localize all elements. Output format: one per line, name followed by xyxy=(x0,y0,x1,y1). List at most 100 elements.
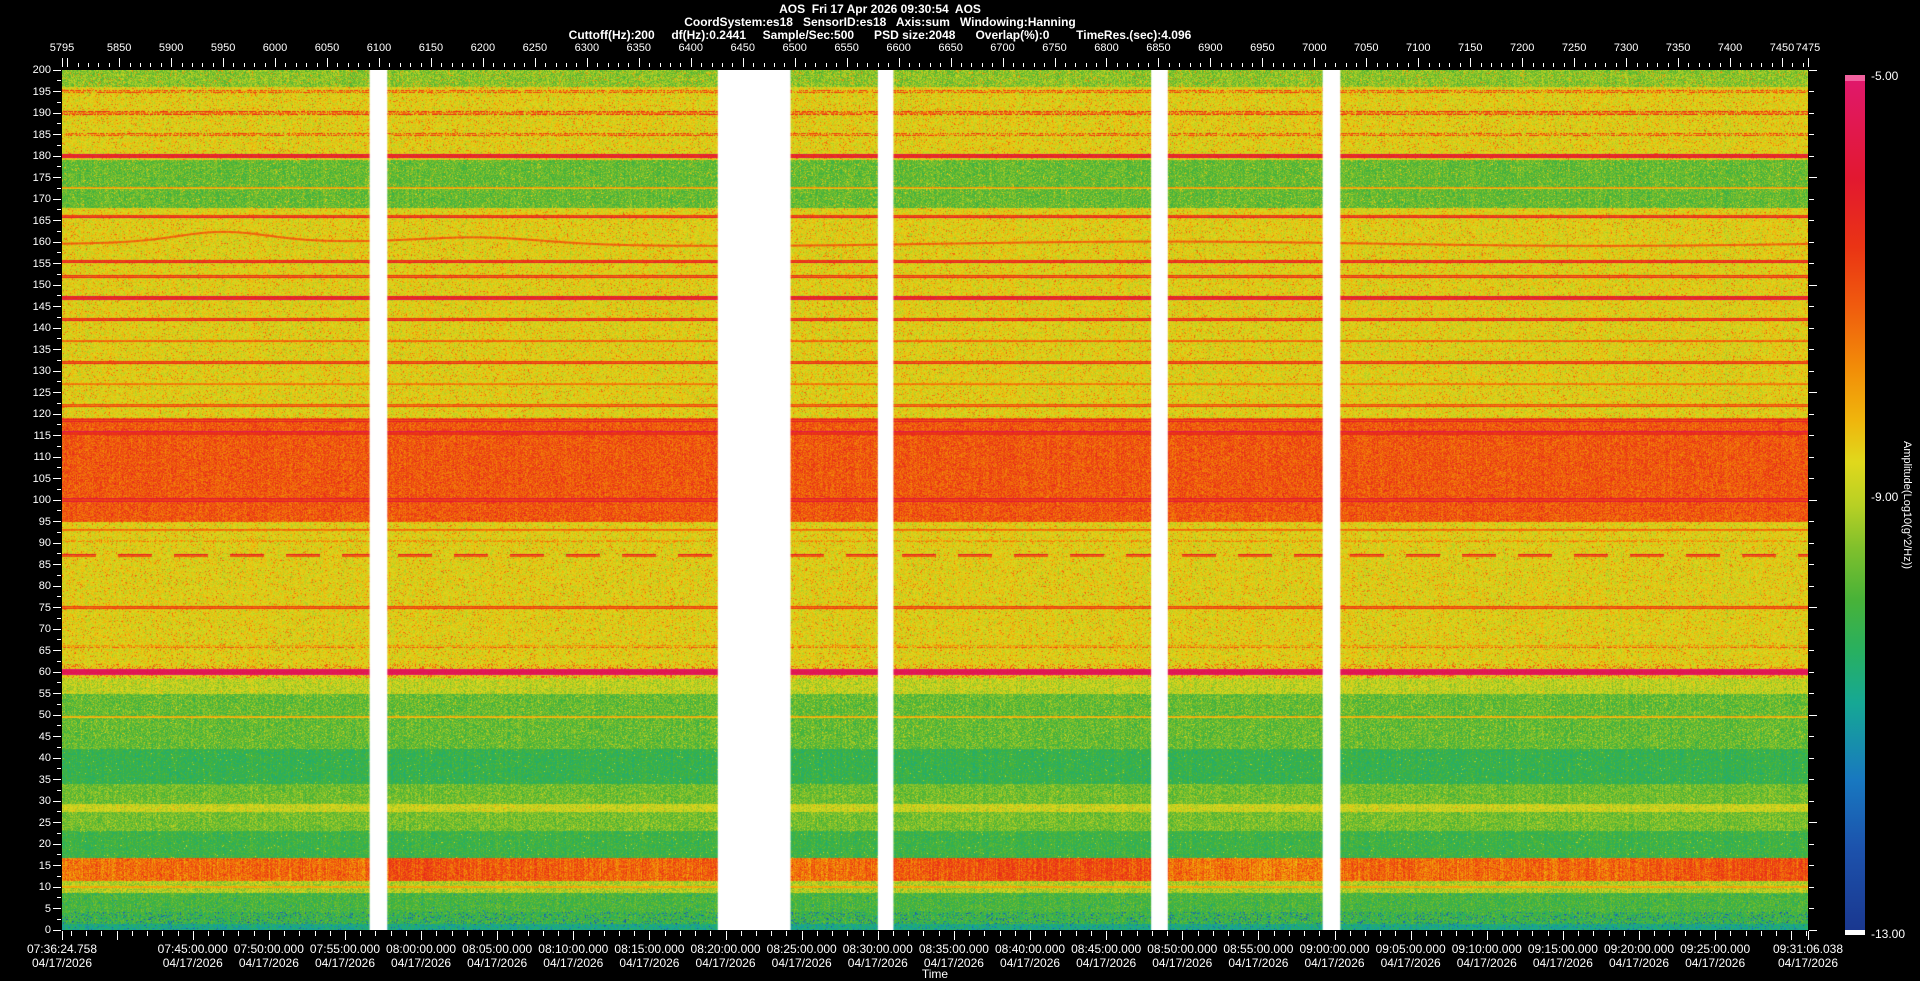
frequency-axis-label: 110 xyxy=(33,451,51,463)
top-axis-tick xyxy=(888,63,890,67)
time-axis-tick xyxy=(1441,931,1443,936)
top-axis-tick xyxy=(462,63,464,67)
time-axis-tick xyxy=(558,931,560,936)
right-axis-tick xyxy=(1809,263,1814,264)
frequency-axis-tick xyxy=(57,144,61,146)
frequency-axis-tick xyxy=(57,553,61,555)
time-tick-time: 08:20:00.000 xyxy=(690,942,761,956)
frequency-axis-tick xyxy=(53,349,61,350)
frequency-axis-tick xyxy=(53,263,61,264)
frequency-axis-label: 145 xyxy=(32,300,51,313)
time-axis-tick xyxy=(1045,931,1047,936)
time-axis-tick xyxy=(603,931,605,936)
time-tick-date: 04/17/2026 xyxy=(467,956,528,970)
colorbar-min-label: -13.00 xyxy=(1871,927,1906,941)
top-axis-tick xyxy=(1075,63,1077,67)
right-axis-tick xyxy=(1809,177,1817,178)
time-axis-tick xyxy=(162,931,164,936)
right-axis-tick xyxy=(1809,69,1817,71)
top-axis-tick xyxy=(1272,63,1274,67)
top-axis-tick xyxy=(1303,63,1305,67)
time-axis-tick xyxy=(938,931,940,936)
time-axis-tick xyxy=(86,931,88,936)
time-tick-time: 08:35:00.000 xyxy=(918,942,989,956)
top-axis-label: 6550 xyxy=(834,42,859,54)
top-axis-label: 6150 xyxy=(418,42,444,54)
frequency-axis-label: 140 xyxy=(32,322,51,334)
time-axis-tick xyxy=(786,931,788,936)
top-axis-tick xyxy=(721,63,723,67)
time-axis-tick xyxy=(436,931,438,936)
top-axis-tick xyxy=(618,63,620,67)
right-axis-tick xyxy=(1809,91,1814,92)
time-axis-tick xyxy=(207,931,209,936)
frequency-axis-tick xyxy=(57,918,61,920)
right-axis-tick xyxy=(1809,134,1814,135)
time-axis-tick xyxy=(634,931,636,936)
right-axis-tick xyxy=(1809,349,1814,350)
time-axis-tick xyxy=(1456,931,1458,936)
frequency-axis-label: 55 xyxy=(38,687,51,700)
top-axis-tick xyxy=(1501,63,1503,67)
colorbar-top-cap xyxy=(1845,75,1865,81)
spectrogram-canvas[interactable] xyxy=(62,70,1808,930)
frequency-axis-tick xyxy=(57,402,61,404)
frequency-axis-label: 150 xyxy=(32,279,51,291)
frequency-axis-label: 195 xyxy=(32,85,51,98)
right-axis-tick xyxy=(1809,650,1814,651)
time-axis-tick xyxy=(816,931,818,936)
time-axis-tick xyxy=(1319,931,1321,936)
time-tick-date: 04/17/2026 xyxy=(695,956,756,970)
top-axis-tick xyxy=(212,63,214,67)
time-axis-tick xyxy=(1197,931,1199,936)
top-axis-tick xyxy=(62,58,63,67)
top-axis-tick xyxy=(1168,63,1170,67)
frequency-axis-tick xyxy=(57,166,61,168)
top-axis-tick xyxy=(638,58,640,67)
time-axis-tick xyxy=(725,931,727,940)
time-axis-tick xyxy=(1715,931,1717,940)
top-axis-tick xyxy=(1096,63,1098,67)
time-tick-time: 09:15:00.000 xyxy=(1527,942,1598,956)
top-axis-tick xyxy=(628,63,630,67)
right-axis-tick xyxy=(1809,456,1814,458)
top-axis-tick xyxy=(1615,63,1617,67)
time-axis-tick xyxy=(771,931,773,936)
top-axis-tick xyxy=(960,63,962,67)
time-axis-tick xyxy=(481,931,483,936)
frequency-axis-tick xyxy=(53,628,61,630)
frequency-axis-tick xyxy=(57,445,61,447)
colorbar-gradient xyxy=(1845,75,1865,935)
top-axis-tick xyxy=(534,58,536,67)
time-axis-tick xyxy=(969,931,971,936)
time-tick-time: 08:55:00.000 xyxy=(1223,942,1294,956)
top-axis-tick xyxy=(1023,63,1025,67)
top-axis-tick xyxy=(129,63,131,67)
top-axis-tick xyxy=(1324,63,1326,67)
time-axis-tick xyxy=(999,931,1001,936)
top-axis-tick xyxy=(607,63,609,67)
right-axis-tick xyxy=(1809,800,1814,802)
top-axis-tick xyxy=(171,58,173,67)
top-axis-tick xyxy=(1376,63,1378,67)
right-axis-tick xyxy=(1809,564,1814,565)
frequency-axis-label: 125 xyxy=(32,386,51,399)
top-axis-label: 5850 xyxy=(106,42,132,54)
top-axis-tick xyxy=(441,63,443,67)
top-axis-tick xyxy=(1563,63,1565,67)
top-axis-tick xyxy=(430,58,432,67)
top-axis-tick xyxy=(742,58,744,67)
top-axis-tick xyxy=(763,63,765,67)
top-axis-tick xyxy=(1802,63,1804,67)
top-axis-tick xyxy=(877,63,879,67)
header-sensor-info: CoordSystem:es18 SensorID:es18 Axis:sum … xyxy=(684,15,1076,29)
time-axis-tick xyxy=(1654,931,1656,936)
top-axis-label: 6300 xyxy=(574,42,600,54)
time-axis-tick xyxy=(1410,931,1412,940)
right-axis-tick xyxy=(1809,628,1814,630)
frequency-axis-tick xyxy=(57,295,61,297)
frequency-axis-tick xyxy=(53,435,61,436)
time-axis-tick xyxy=(177,931,179,936)
top-axis-tick xyxy=(389,63,391,67)
top-axis-tick xyxy=(1116,63,1118,67)
